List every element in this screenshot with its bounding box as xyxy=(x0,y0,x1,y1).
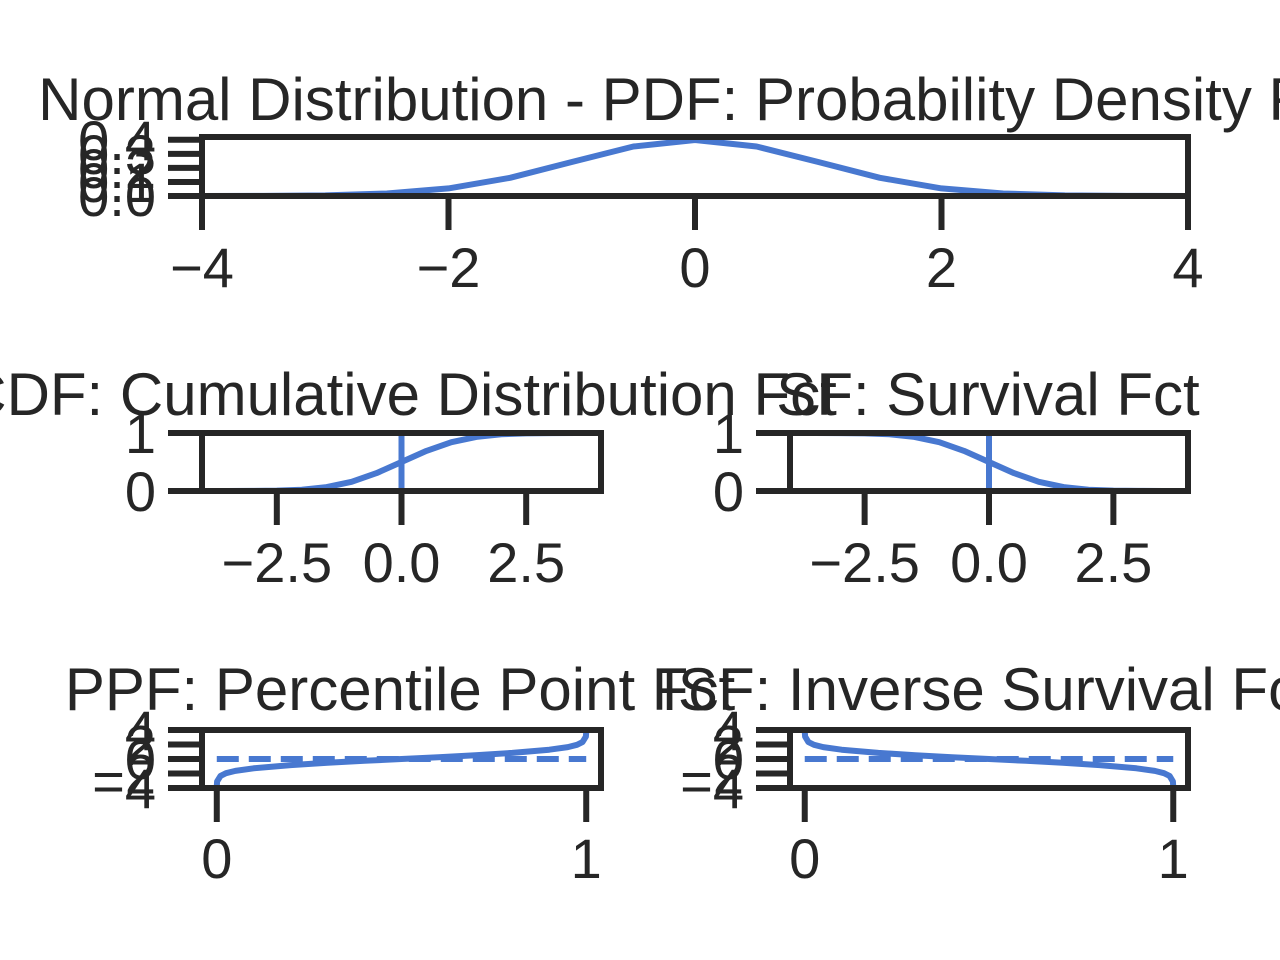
ytick-label-pdf-3: 0.3 xyxy=(78,123,156,186)
ytick-label-pdf-0: 0.0 xyxy=(78,165,156,228)
ytick-label-ppf-3: 2 xyxy=(125,714,156,777)
xtick-label-pdf-0: −4 xyxy=(170,236,234,299)
xtick-label-cdf-2: 2.5 xyxy=(487,531,565,594)
ytick-label-isf-2: 0 xyxy=(713,728,744,791)
xtick-label-pdf-2: 0 xyxy=(679,236,710,299)
ytick-label-ppf-0: −4 xyxy=(92,757,156,820)
title-pdf: Normal Distribution - PDF: Probability D… xyxy=(38,66,1280,133)
xtick-label-pdf-4: 4 xyxy=(1172,236,1203,299)
xtick-label-cdf-1: 0.0 xyxy=(363,531,441,594)
ytick-label-cdf-0: 0 xyxy=(125,460,156,523)
xtick-label-sf-1: 0.0 xyxy=(950,531,1028,594)
ytick-label-isf-1: −2 xyxy=(680,743,744,806)
ytick-label-ppf-2: 0 xyxy=(125,728,156,791)
xtick-label-isf-0: 0 xyxy=(789,827,820,890)
ytick-label-ppf-4: 4 xyxy=(125,699,156,762)
xtick-label-ppf-0: 0 xyxy=(201,827,232,890)
title-cdf: CDF: Cumulative Distribution Fct xyxy=(0,361,837,428)
ytick-label-pdf-1: 0.1 xyxy=(78,151,156,214)
ytick-label-pdf-2: 0.2 xyxy=(78,137,156,200)
title-sf: SF: Survival Fct xyxy=(776,361,1200,428)
xtick-label-isf-1: 1 xyxy=(1158,827,1189,890)
ytick-label-isf-0: −4 xyxy=(680,757,744,820)
xtick-label-sf-0: −2.5 xyxy=(809,531,920,594)
xtick-label-pdf-1: −2 xyxy=(417,236,481,299)
chart-cdf: CDF: Cumulative Distribution Fct −2.5 0.0… xyxy=(0,361,837,594)
ytick-label-isf-3: 2 xyxy=(713,714,744,777)
title-isf: ISF: Inverse Survival Fct xyxy=(661,656,1280,723)
chart-sf: SF: Survival Fct −2.5 0.0 2.5 01 xyxy=(713,361,1200,594)
ytick-label-sf-0: 0 xyxy=(713,460,744,523)
series-line-isf-0 xyxy=(801,729,1177,789)
xtick-label-cdf-0: −2.5 xyxy=(222,531,333,594)
xtick-label-sf-2: 2.5 xyxy=(1074,531,1152,594)
ytick-label-pdf-4: 0.4 xyxy=(78,109,156,172)
ytick-label-isf-4: 4 xyxy=(713,699,744,762)
ytick-label-sf-1: 1 xyxy=(713,402,744,465)
xtick-label-pdf-3: 2 xyxy=(926,236,957,299)
ytick-label-ppf-1: −2 xyxy=(92,743,156,806)
xtick-label-ppf-1: 1 xyxy=(571,827,602,890)
series-line-ppf-0 xyxy=(213,729,590,789)
title-ppf: PPF: Percentile Point Fct xyxy=(65,656,736,723)
ytick-label-cdf-1: 1 xyxy=(125,402,156,465)
chart-pdf: Normal Distribution - PDF: Probability D… xyxy=(38,66,1280,299)
